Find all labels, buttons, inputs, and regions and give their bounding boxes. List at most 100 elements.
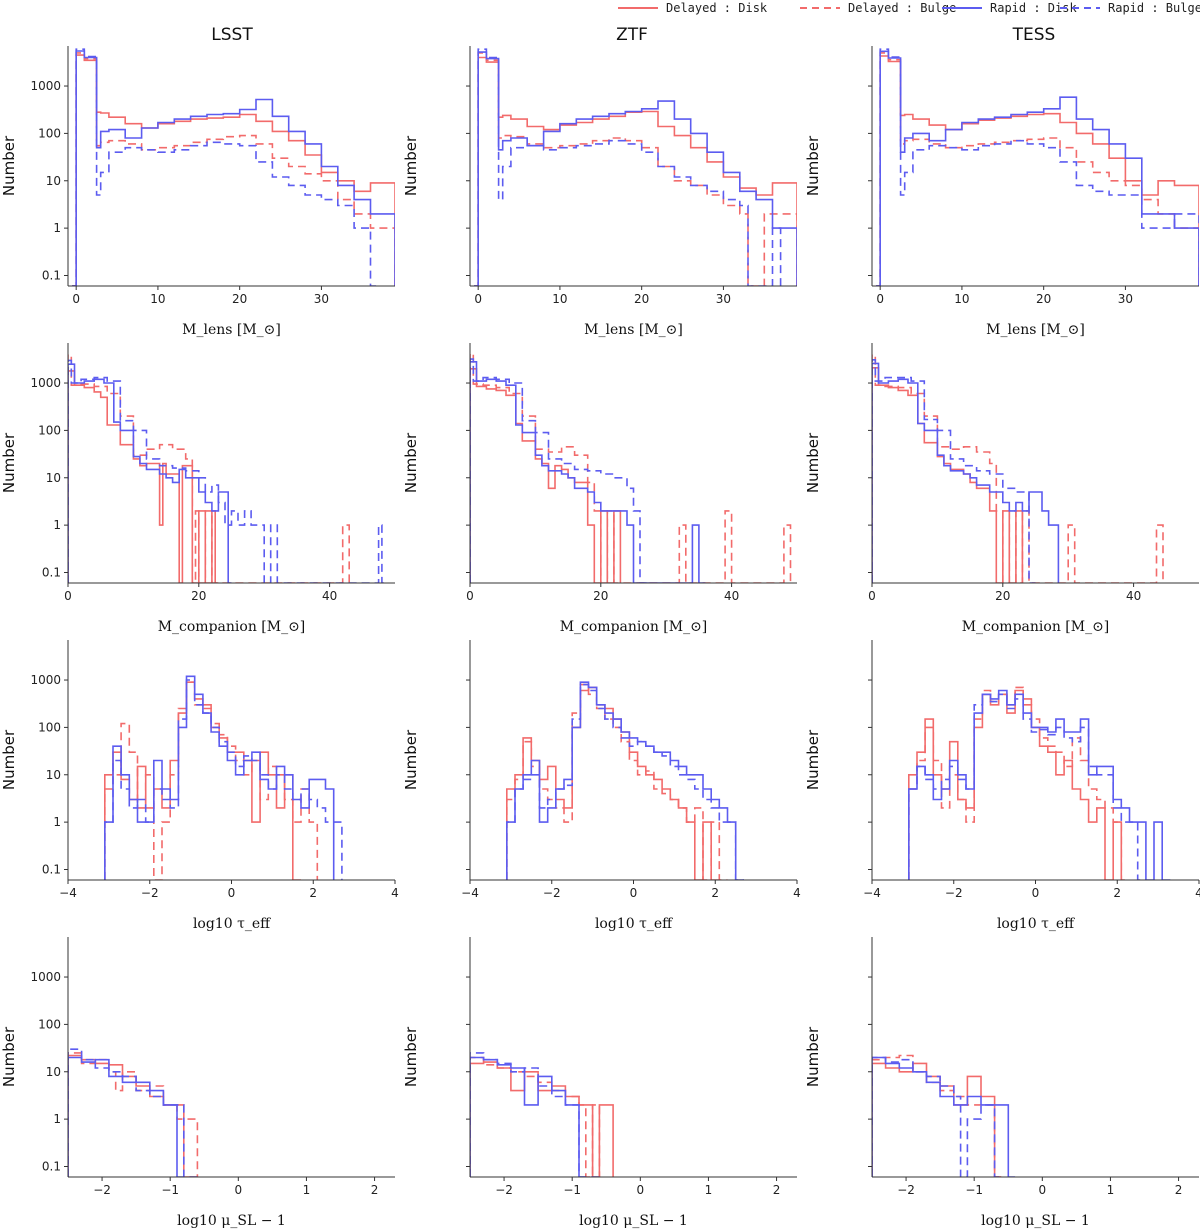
x-tick-label: 20 (191, 589, 206, 603)
legend-label-delayed-bulge: Delayed : Bulge (848, 1, 956, 15)
x-axis-label: M_companion [M_⊙] (962, 619, 1110, 635)
x-axis-label: M_lens [M_⊙] (584, 322, 683, 338)
x-tick-label: 2 (711, 886, 719, 900)
legend-label-rapid-disk: Rapid : Disk (990, 1, 1077, 15)
column-title-ztf: ZTF (616, 25, 648, 45)
y-tick-label: 1 (53, 221, 61, 235)
panel-tess-m-lens: 0 10 20 30 Number M_lens [M_⊙] (804, 46, 1199, 338)
x-tick-label: 4 (793, 886, 801, 900)
x-tick-label: −2 (945, 886, 963, 900)
series-rapid-disk-ztf-tau-eff (506, 681, 744, 880)
x-tick-label: 30 (314, 292, 329, 306)
x-tick-label: 2 (1113, 886, 1121, 900)
series-delayed-bulge-tess-m-companion (872, 353, 1164, 583)
x-tick-label: −1 (563, 1183, 581, 1197)
x-tick-label: 2 (309, 886, 317, 900)
y-axis-label: Number (402, 729, 420, 790)
y-tick-label: 1 (53, 815, 61, 829)
series-rapid-bulge-ztf-m-lens (474, 48, 782, 286)
series-delayed-bulge-ztf-m-lens (474, 52, 797, 286)
y-tick-label: 0.1 (42, 268, 61, 282)
x-axis-label: M_lens [M_⊙] (986, 322, 1085, 338)
x-tick-label: −2 (543, 886, 561, 900)
x-tick-label: 1 (705, 1183, 713, 1197)
x-tick-label: −4 (863, 886, 881, 900)
y-tick-label: 100 (38, 1017, 61, 1031)
series-rapid-disk-tess-m-companion (872, 362, 1060, 583)
y-axis-label: Number (402, 135, 420, 196)
x-axis-label: log10 μ_SL − 1 (579, 1213, 688, 1229)
x-tick-label: 2 (1175, 1183, 1183, 1197)
panel-ztf-m-companion: 0 20 40 Number M_companion [M_⊙] (402, 343, 797, 635)
x-axis-label: log10 τ_eff (193, 916, 271, 932)
y-tick-label: 10 (46, 471, 61, 485)
x-tick-label: 20 (232, 292, 247, 306)
series-rapid-disk-tess-m-lens (876, 50, 1199, 286)
y-tick-label: 10 (46, 1065, 61, 1079)
x-tick-label: 30 (1118, 292, 1133, 306)
x-axis-label: M_companion [M_⊙] (158, 619, 306, 635)
y-axis-label: Number (0, 1026, 18, 1087)
x-tick-label: −2 (897, 1183, 915, 1197)
x-tick-label: 20 (995, 589, 1010, 603)
x-tick-label: 40 (1126, 589, 1141, 603)
x-tick-label: 0 (1038, 1183, 1046, 1197)
x-tick-label: 0 (1032, 886, 1040, 900)
x-tick-label: −2 (495, 1183, 513, 1197)
x-tick-label: 0 (234, 1183, 242, 1197)
series-delayed-disk-ztf-mu-sl (470, 1061, 614, 1177)
x-axis-label: log10 τ_eff (997, 916, 1075, 932)
x-tick-label: 20 (593, 589, 608, 603)
x-tick-label: 1 (1107, 1183, 1115, 1197)
x-tick-label: 4 (391, 886, 399, 900)
panel-ztf-m-lens: 0 10 20 30 Number M_lens [M_⊙] (402, 46, 797, 338)
y-axis-label: Number (402, 1026, 420, 1087)
y-tick-label: 1000 (30, 376, 61, 390)
series-rapid-disk-lsst-mu-sl (68, 1056, 184, 1177)
y-tick-label: 100 (38, 126, 61, 140)
x-tick-label: 0 (630, 886, 638, 900)
y-axis-label: Number (402, 432, 420, 493)
panel-lsst-mu-sl: 0.1 1 10 100 1000 −2 −1 0 1 2 Number log10 μ_SL − 1 (0, 937, 395, 1229)
x-tick-label: 0 (868, 589, 876, 603)
panel-lsst-m-companion: 0.1 1 10 100 1000 0 20 40 Number M_companion [M_⊙… (0, 343, 395, 635)
x-tick-label: 0 (466, 589, 474, 603)
x-tick-label: 40 (322, 589, 337, 603)
x-tick-label: −2 (141, 886, 159, 900)
y-tick-label: 1000 (30, 79, 61, 93)
y-tick-label: 100 (38, 720, 61, 734)
series-rapid-bulge-tess-mu-sl (872, 1056, 1002, 1177)
x-tick-label: 20 (634, 292, 649, 306)
x-tick-label: −4 (461, 886, 479, 900)
x-axis-label: log10 μ_SL − 1 (981, 1213, 1090, 1229)
series-rapid-bulge-tess-m-lens (876, 48, 1199, 286)
column-title-lsst: LSST (211, 25, 253, 45)
x-tick-label: 10 (150, 292, 165, 306)
y-tick-label: 0.1 (42, 1159, 61, 1173)
x-tick-label: 2 (773, 1183, 781, 1197)
series-rapid-bulge-lsst-m-companion (68, 359, 389, 583)
y-axis-label: Number (804, 1026, 822, 1087)
x-axis-label: M_companion [M_⊙] (560, 619, 708, 635)
x-tick-label: −4 (59, 886, 77, 900)
x-tick-label: 4 (1195, 886, 1200, 900)
x-axis-label: M_lens [M_⊙] (182, 322, 281, 338)
panel-lsst-tau-eff: 0.1 1 10 100 1000 −4 −2 0 2 4 Number log10 τ_eff (0, 640, 399, 932)
series-rapid-bulge-lsst-tau-eff (104, 679, 343, 880)
y-tick-label: 1 (53, 1112, 61, 1126)
series-rapid-bulge-lsst-m-lens (72, 48, 379, 286)
x-tick-label: 30 (716, 292, 731, 306)
y-axis-label: Number (0, 135, 18, 196)
x-tick-label: 1 (303, 1183, 311, 1197)
x-tick-label: 10 (552, 292, 567, 306)
y-tick-label: 10 (46, 174, 61, 188)
series-rapid-disk-ztf-m-companion (470, 361, 706, 583)
series-rapid-bulge-ztf-tau-eff (506, 683, 744, 880)
panel-tess-m-companion: 0 20 40 Number M_companion [M_⊙] (804, 343, 1199, 635)
y-tick-label: 1000 (30, 970, 61, 984)
series-rapid-disk-ztf-m-lens (474, 51, 797, 286)
series-rapid-bulge-ztf-m-companion (470, 358, 647, 583)
series-rapid-bulge-ztf-mu-sl (470, 1052, 600, 1177)
series-delayed-bulge-lsst-m-companion (68, 353, 353, 583)
